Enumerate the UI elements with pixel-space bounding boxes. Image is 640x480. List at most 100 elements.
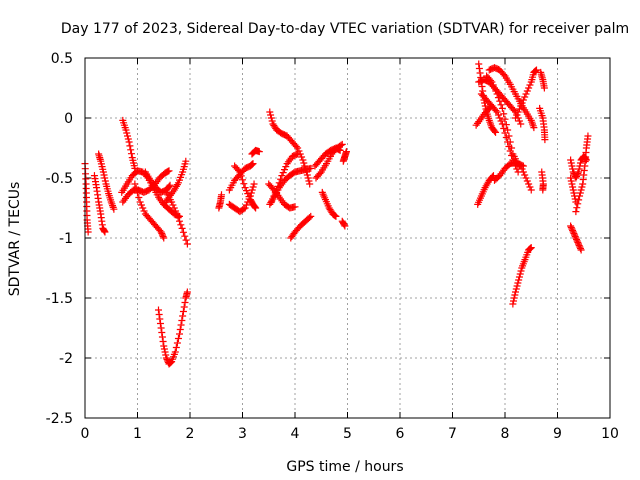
data-point — [527, 186, 535, 194]
data-point — [573, 236, 581, 243]
data-point — [478, 83, 486, 90]
data-point — [569, 186, 577, 194]
data-point — [576, 189, 584, 197]
data-point — [162, 351, 170, 359]
data-point — [294, 150, 302, 158]
data-point — [521, 171, 529, 179]
data-point — [155, 311, 163, 318]
x-tick-label: 10 — [601, 426, 619, 442]
data-point — [255, 148, 263, 156]
data-point — [242, 201, 250, 209]
data-point — [160, 345, 168, 353]
data-point — [577, 246, 585, 254]
data-point — [517, 120, 525, 128]
data-point — [240, 180, 248, 188]
data-point — [248, 186, 256, 194]
data-point — [122, 126, 130, 134]
data-point — [101, 177, 109, 185]
data-point — [136, 198, 144, 206]
data-point — [487, 77, 495, 84]
data-point — [236, 168, 244, 176]
x-tick-label: 6 — [396, 426, 405, 442]
data-point — [181, 232, 189, 240]
data-point — [158, 333, 166, 341]
data-point — [526, 183, 534, 191]
data-point — [575, 242, 583, 249]
data-point — [155, 306, 162, 314]
data-point — [127, 150, 135, 158]
data-point — [156, 315, 164, 323]
data-point — [509, 300, 517, 308]
data-point — [124, 135, 132, 143]
x-tick-label: 5 — [343, 426, 352, 442]
data-point — [140, 207, 148, 215]
data-point — [481, 102, 489, 110]
data-point — [573, 171, 581, 179]
data-point — [496, 114, 504, 122]
data-point — [573, 173, 581, 180]
data-point — [135, 194, 143, 201]
data-point — [497, 101, 505, 109]
data-point — [341, 222, 349, 230]
data-point — [494, 94, 502, 102]
data-point — [100, 171, 108, 179]
data-point — [158, 231, 166, 239]
data-point — [475, 65, 483, 72]
data-point — [576, 159, 584, 167]
data-point — [172, 207, 180, 215]
data-point — [251, 203, 259, 211]
data-point — [249, 183, 257, 191]
data-point — [340, 221, 348, 229]
data-point — [179, 308, 187, 315]
data-point — [573, 204, 581, 212]
data-point — [183, 240, 191, 248]
data-point — [510, 297, 518, 305]
data-point — [300, 159, 308, 167]
data-point — [292, 143, 300, 150]
data-point — [575, 165, 583, 173]
data-point — [177, 321, 185, 329]
data-point — [525, 84, 533, 92]
data-point — [160, 342, 168, 350]
data-point — [577, 186, 585, 194]
data-point — [316, 170, 324, 177]
data-point — [514, 279, 522, 287]
data-point — [572, 198, 580, 206]
data-point — [492, 128, 500, 136]
axis-ticks: 0 1 2 3 4 5 6 7 8 9 10 0.5 0 -0.5 -1 -1.5 -2 -2.5 — [46, 51, 619, 442]
data-point — [570, 230, 578, 237]
data-point — [182, 236, 190, 244]
data-point — [127, 146, 135, 154]
y-tick-label: -1.5 — [46, 291, 73, 307]
data-point — [124, 132, 132, 140]
data-point — [576, 245, 584, 252]
data-point — [523, 87, 531, 95]
data-point — [166, 181, 174, 189]
data-point — [567, 174, 575, 182]
data-point — [519, 96, 527, 104]
data-point — [179, 312, 187, 320]
data-point — [570, 189, 578, 197]
data-point — [513, 282, 521, 290]
data-point — [575, 168, 582, 176]
data-point — [252, 204, 260, 212]
data-point — [239, 176, 246, 184]
data-point — [267, 114, 275, 122]
data-point — [522, 174, 530, 182]
data-point — [266, 108, 274, 116]
data-point — [573, 237, 581, 245]
data-point — [123, 129, 131, 137]
data-point — [521, 93, 529, 101]
data-point — [161, 348, 169, 356]
data-point — [294, 144, 302, 152]
data-point — [567, 222, 575, 230]
data-point — [176, 330, 183, 338]
data-point — [241, 204, 249, 212]
data-point — [131, 180, 139, 188]
data-point — [174, 335, 182, 342]
data-point — [299, 156, 307, 164]
data-point — [305, 177, 313, 185]
data-point — [278, 172, 286, 180]
data-point — [498, 104, 506, 112]
